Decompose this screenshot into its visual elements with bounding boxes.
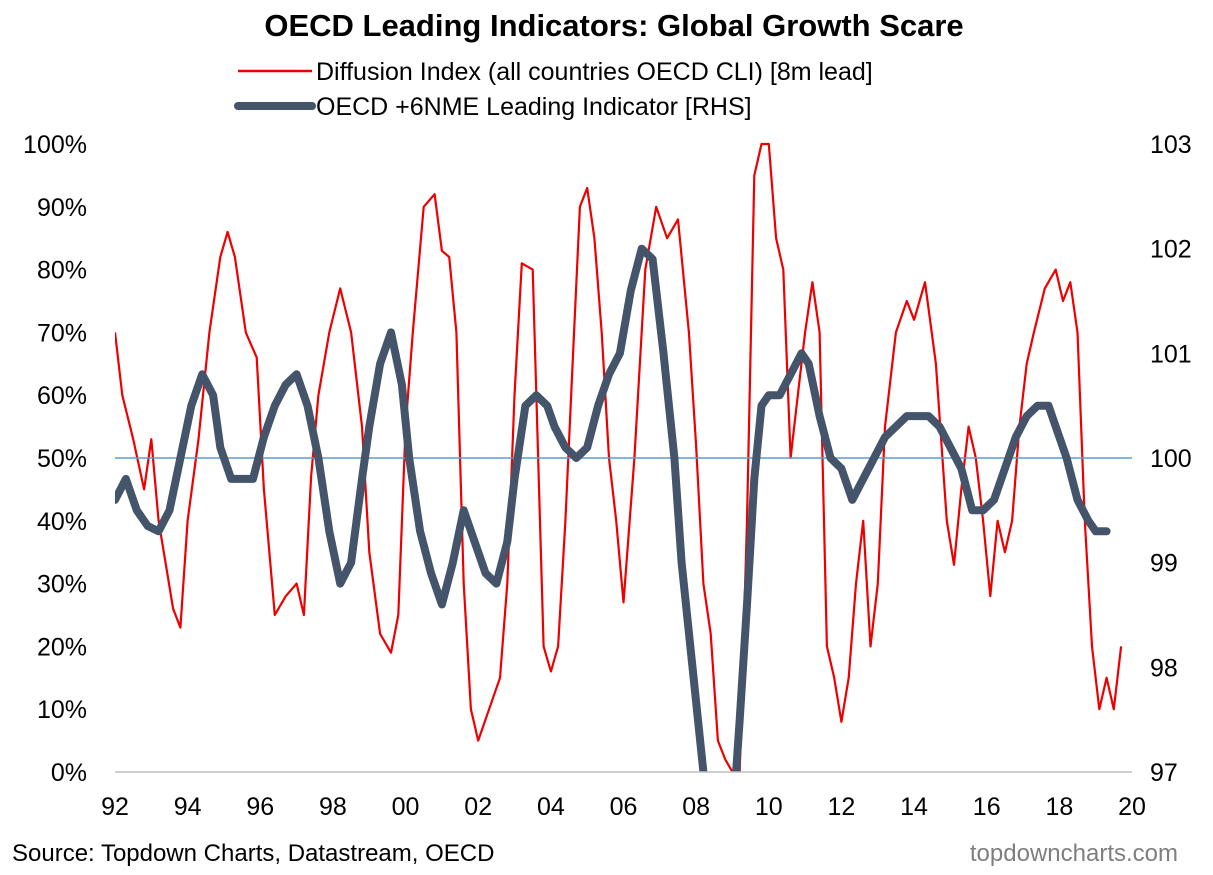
x-tick-label: 06 [610,793,638,821]
y-left-tick-label: 90% [37,194,87,222]
x-tick-label: 12 [828,793,856,821]
y-axis-left: 0% 10% 20% 30% 40% 50% 60% 70% 80% 90% 100% [23,131,87,787]
x-tick-label: 96 [246,793,274,821]
legend-label-diffusion: Diffusion Index (all countries OECD CLI)… [316,58,873,86]
y-right-tick-label: 103 [1150,131,1192,159]
series-diffusion-group [115,142,1123,772]
x-tick-label: 18 [1045,793,1073,821]
x-axis: 92 94 96 98 00 02 04 06 08 10 12 14 16 18 20 [101,793,1146,821]
x-tick-label: 04 [537,793,565,821]
y-left-tick-label: 0% [51,759,87,787]
y-left-tick-label: 60% [37,382,87,410]
y-left-tick-label: 20% [37,633,87,661]
x-tick-label: 10 [755,793,783,821]
y-right-tick-label: 102 [1150,236,1192,264]
x-tick-label: 98 [319,793,347,821]
series-oecd-group [115,244,1111,772]
y-left-tick-label: 70% [37,319,87,347]
source-note: Source: Topdown Charts, Datastream, OECD [12,840,494,867]
x-tick-label: 08 [682,793,710,821]
x-tick-label: 20 [1118,793,1146,821]
y-left-tick-label: 30% [37,571,87,599]
y-left-tick-label: 10% [37,696,87,724]
y-left-tick-label: 100% [23,131,87,159]
x-tick-label: 92 [101,793,129,821]
y-right-tick-label: 101 [1150,340,1192,368]
y-right-tick-label: 99 [1150,550,1178,578]
y-right-tick-label: 97 [1150,759,1178,787]
legend: Diffusion Index (all countries OECD CLI)… [234,58,873,121]
watermark: topdowncharts.com [970,840,1178,867]
series-line-diffusion [115,142,1123,772]
legend-label-oecd: OECD +6NME Leading Indicator [RHS] [316,93,752,121]
plot-area [115,142,1132,773]
series-line-oecd [115,244,1111,772]
x-tick-label: 00 [392,793,420,821]
y-axis-right: 97 98 99 100 101 102 103 [1150,131,1192,787]
x-tick-label: 16 [973,793,1001,821]
y-left-tick-label: 40% [37,508,87,536]
chart-title: OECD Leading Indicators: Global Growth S… [264,8,963,43]
x-tick-label: 14 [900,793,928,821]
y-left-tick-label: 80% [37,257,87,285]
y-right-tick-label: 98 [1150,654,1178,682]
x-tick-label: 02 [464,793,492,821]
y-right-tick-label: 100 [1150,445,1192,473]
y-left-tick-label: 50% [37,445,87,473]
x-tick-label: 94 [174,793,202,821]
